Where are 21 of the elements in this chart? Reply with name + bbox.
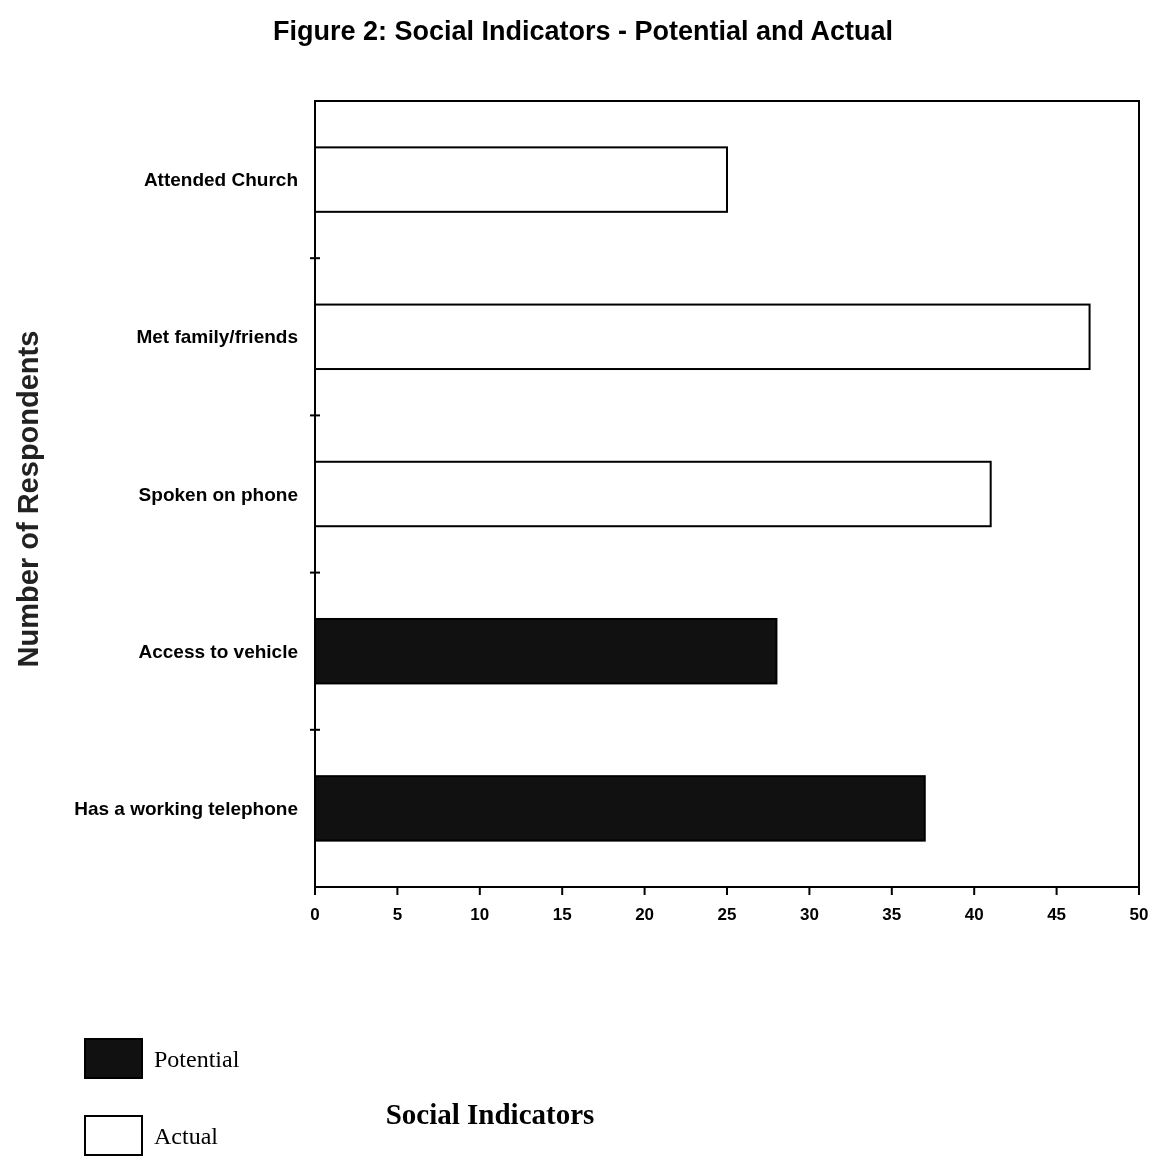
y-tick-label: Access to vehicle <box>138 640 298 662</box>
x-tick-label: 30 <box>799 905 819 924</box>
y-tick-label: Has a working telephone <box>74 798 298 820</box>
legend-label: Actual <box>154 1123 219 1149</box>
x-tick-label: 0 <box>310 905 320 924</box>
y-axis-title: Number of Respondents <box>12 330 44 668</box>
x-tick-label: 50 <box>1129 905 1149 924</box>
x-tick-label: 25 <box>717 905 737 924</box>
legend-label: Potential <box>154 1046 240 1072</box>
x-tick-label: 40 <box>964 905 984 924</box>
chart-title: Figure 2: Social Indicators - Potential and Actual <box>272 16 894 46</box>
x-tick-label: 10 <box>470 905 490 924</box>
text: Social Indicators <box>385 1098 595 1130</box>
x-tick-label: 5 <box>392 905 403 924</box>
y-tick-label: Met family/friends <box>136 326 298 348</box>
y-tick-label: Attended Church <box>143 169 298 191</box>
x-tick-label: 45 <box>1047 905 1067 924</box>
x-tick-label: 20 <box>635 905 655 924</box>
y-tick-label: Spoken on phone <box>138 483 298 505</box>
x-tick-label: 35 <box>882 905 902 924</box>
x-tick-label: 15 <box>552 905 572 924</box>
